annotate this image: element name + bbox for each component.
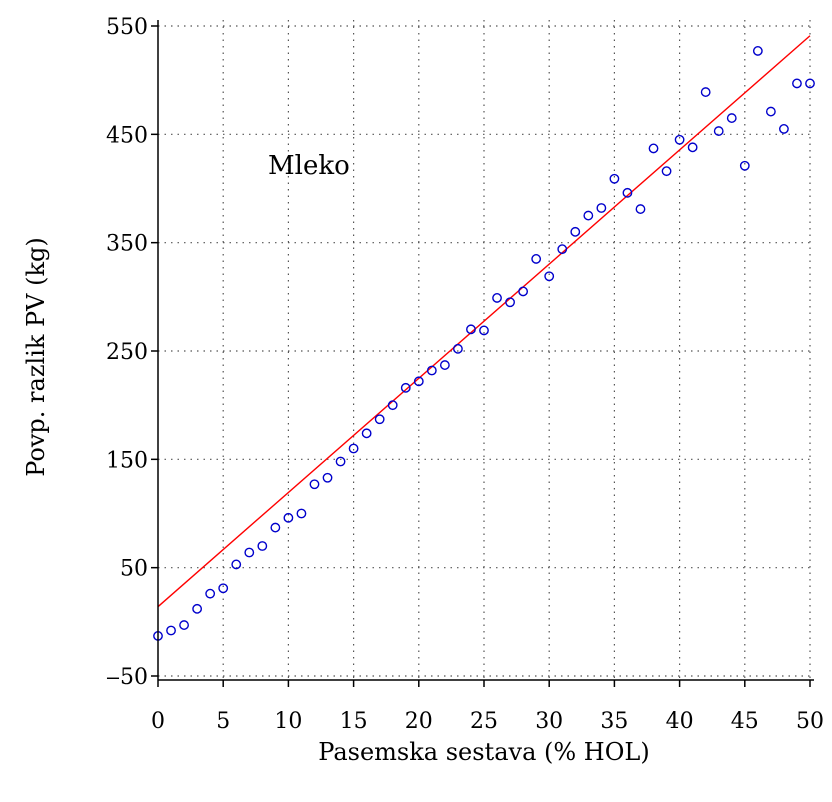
x-tick-label: 15 xyxy=(340,709,368,734)
data-point xyxy=(622,187,633,198)
data-point xyxy=(453,343,463,354)
data-point xyxy=(609,173,620,184)
x-tick-label: 50 xyxy=(796,709,824,734)
data-point xyxy=(322,472,333,483)
data-point xyxy=(687,142,698,153)
data-point xyxy=(348,443,359,454)
data-point xyxy=(505,297,515,308)
data-point xyxy=(244,547,255,558)
data-point xyxy=(413,376,424,387)
data-point xyxy=(700,87,711,97)
data-point xyxy=(426,365,437,376)
y-ticks: ‒50 50 150 250 350 450 550 xyxy=(106,15,158,690)
data-point xyxy=(296,508,307,519)
data-point xyxy=(765,106,776,117)
x-tick-label: 10 xyxy=(274,709,302,734)
data-point xyxy=(726,113,737,123)
data-point xyxy=(805,78,815,89)
x-tick-label: 0 xyxy=(151,709,165,734)
x-tick-label: 45 xyxy=(731,709,759,734)
chart-annotation: Mleko xyxy=(268,151,350,181)
data-point xyxy=(361,428,372,439)
data-point xyxy=(218,583,229,594)
y-tick-label: 350 xyxy=(106,232,148,257)
data-point xyxy=(479,325,489,336)
data-point xyxy=(192,603,203,614)
x-axis-title: Pasemska sestava (% HOL) xyxy=(318,738,649,766)
x-tick-label: 35 xyxy=(600,709,628,734)
data-point xyxy=(583,210,594,221)
data-point xyxy=(518,286,529,297)
y-tick-label: ‒50 xyxy=(106,665,148,690)
data-point xyxy=(713,126,724,136)
y-tick-label: 450 xyxy=(106,123,148,148)
data-point xyxy=(648,143,659,154)
grid xyxy=(158,20,811,680)
data-point xyxy=(179,620,189,630)
x-tick-label: 25 xyxy=(470,709,498,734)
data-point xyxy=(205,588,216,599)
data-point xyxy=(596,203,607,213)
x-tick-label: 30 xyxy=(535,709,563,734)
data-point xyxy=(570,226,581,237)
data-point xyxy=(739,160,750,171)
y-tick-label: 550 xyxy=(106,15,148,40)
data-point xyxy=(661,166,672,177)
data-point xyxy=(257,541,268,551)
data-point xyxy=(309,479,320,490)
data-point xyxy=(439,360,450,370)
data-point xyxy=(400,382,411,393)
x-ticks: 0 5 10 15 20 25 30 35 40 45 50 xyxy=(151,680,824,734)
data-point xyxy=(635,204,646,214)
x-tick-label: 40 xyxy=(666,709,694,734)
data-point xyxy=(335,456,346,467)
data-point xyxy=(674,134,685,145)
data-point xyxy=(283,512,294,523)
x-tick-label: 5 xyxy=(216,709,230,734)
data-point xyxy=(779,124,789,134)
data-point xyxy=(492,293,502,303)
data-point xyxy=(752,46,763,56)
fit-line xyxy=(157,35,811,608)
data-point xyxy=(374,414,385,425)
data-point xyxy=(792,78,802,89)
data-point xyxy=(531,254,542,264)
data-point xyxy=(557,244,568,255)
data-point xyxy=(466,324,476,335)
y-axis-title: Povp. razlik PV (kg) xyxy=(22,237,50,477)
y-tick-label: 150 xyxy=(106,448,148,473)
y-tick-label: 250 xyxy=(106,340,148,365)
x-tick-label: 20 xyxy=(405,709,433,734)
data-point xyxy=(270,522,281,533)
data-point xyxy=(231,559,242,570)
data-point xyxy=(387,400,398,411)
y-tick-label: 50 xyxy=(120,557,148,582)
data-points xyxy=(153,46,815,641)
data-point xyxy=(166,625,176,636)
data-point xyxy=(544,271,555,282)
